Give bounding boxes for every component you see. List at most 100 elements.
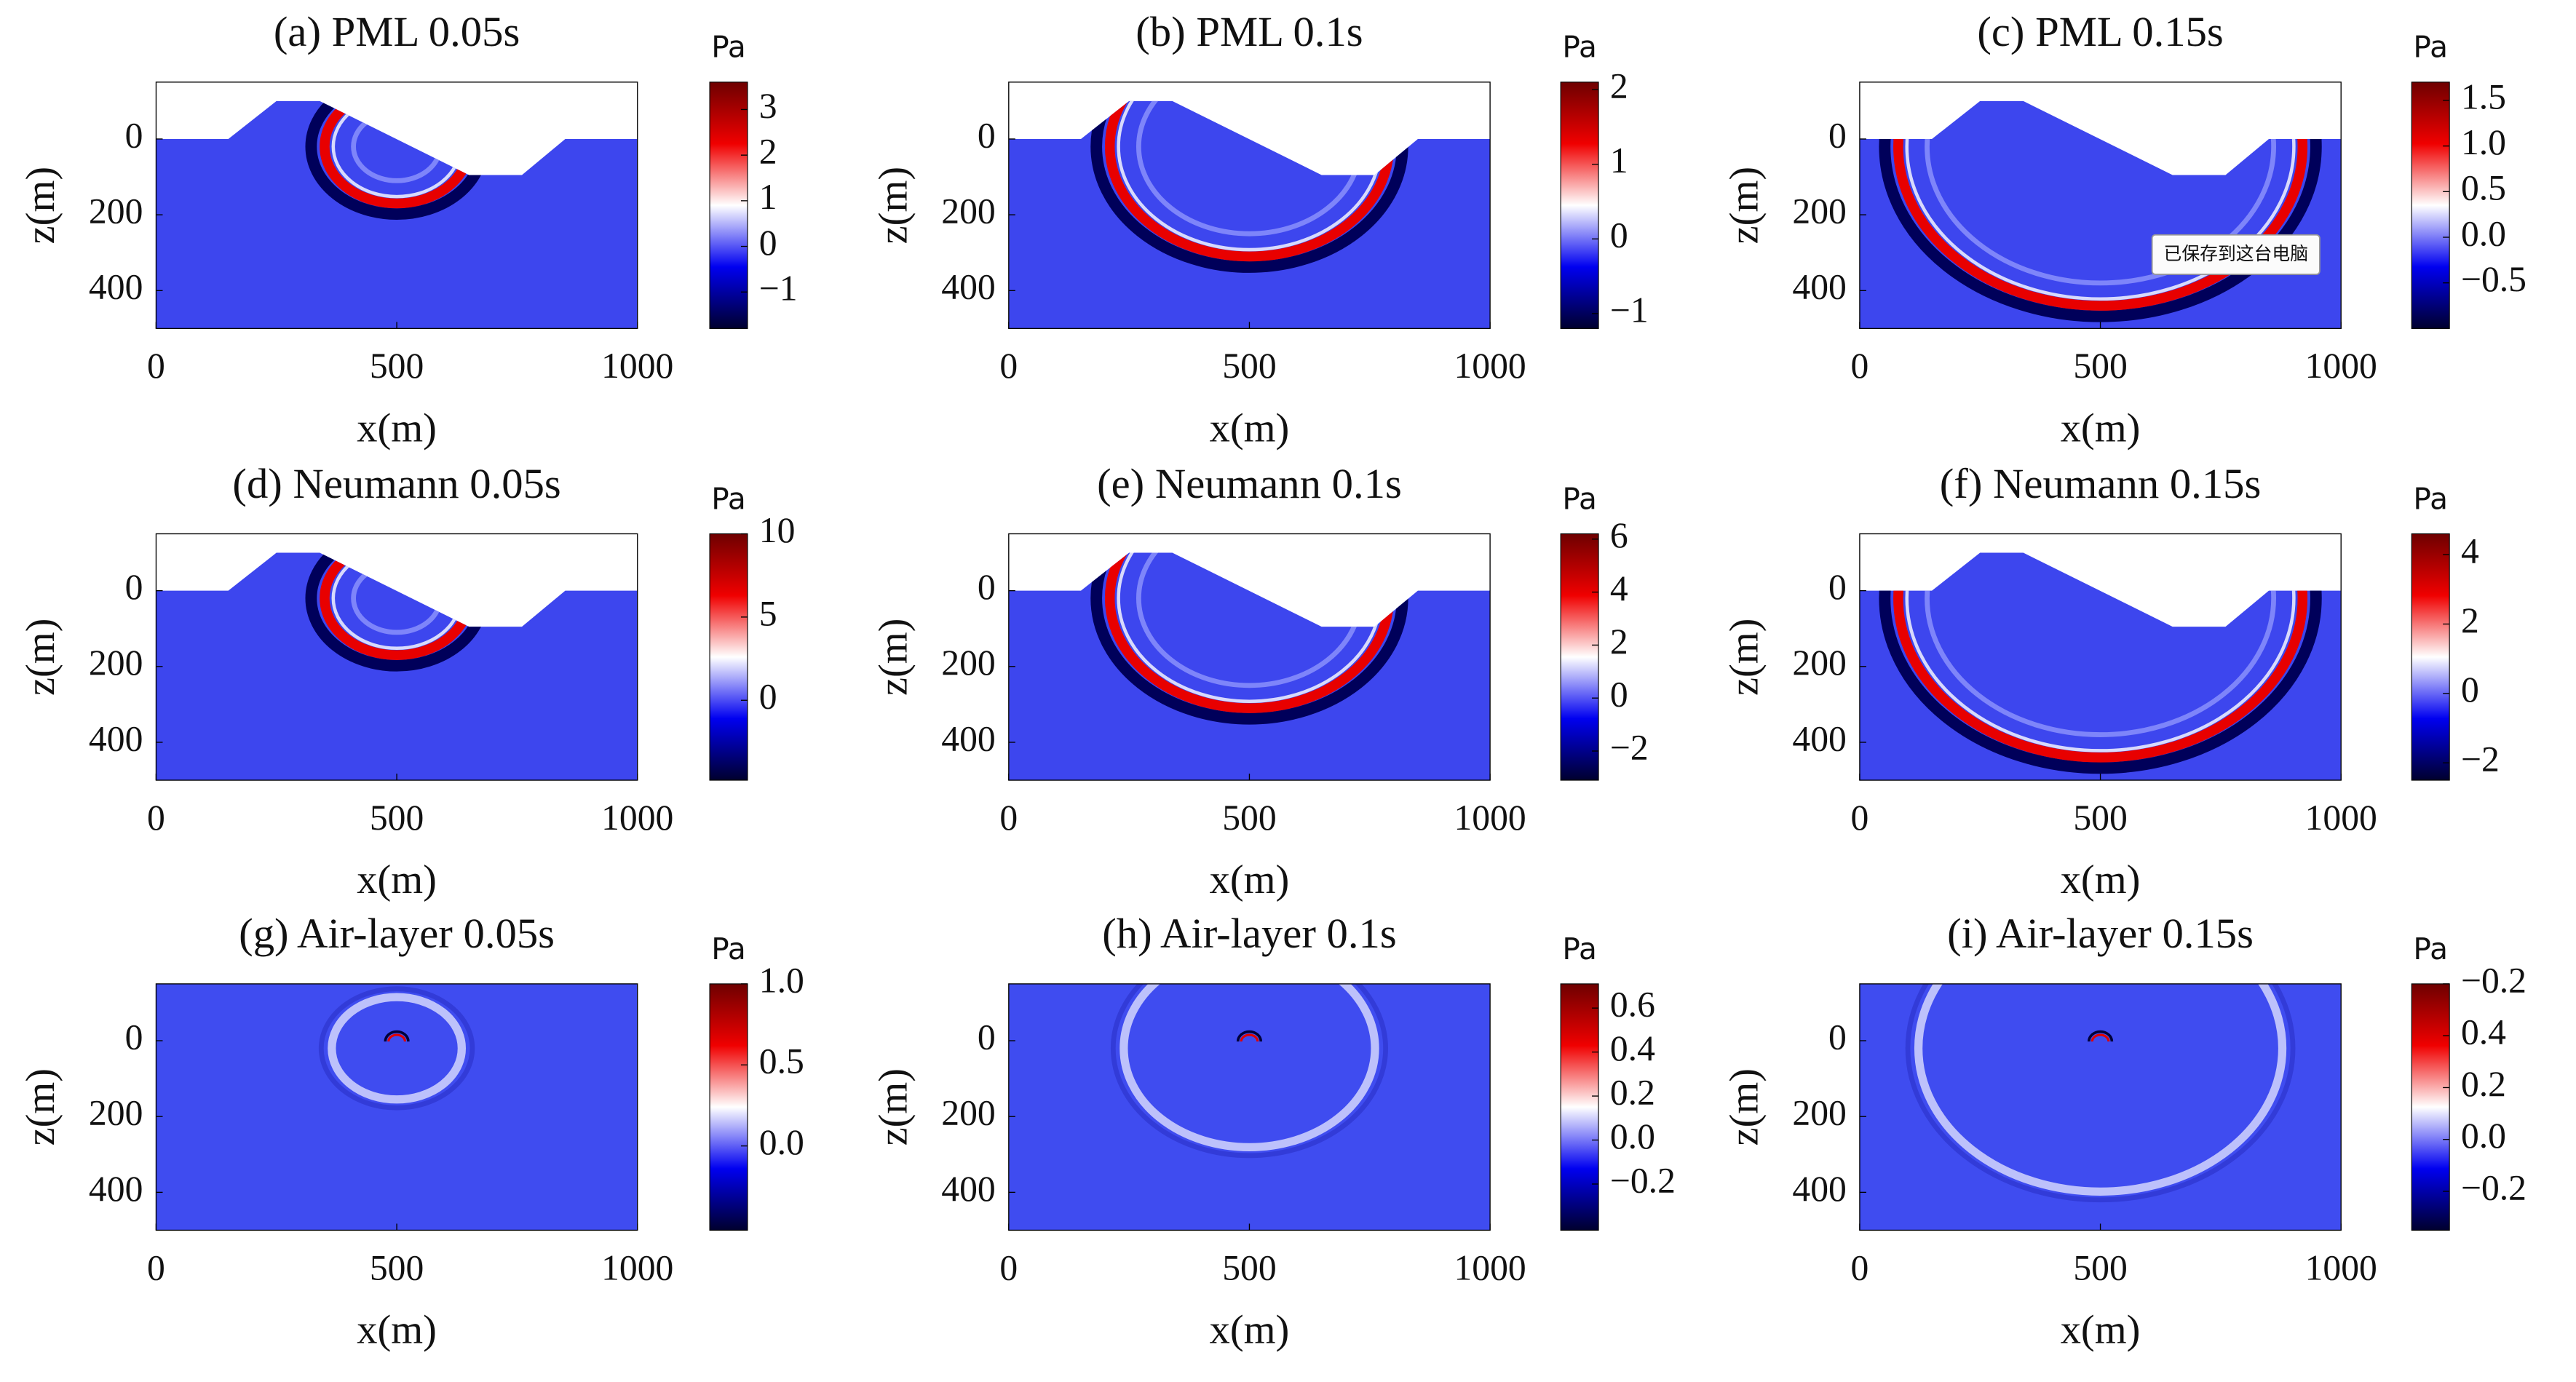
colorbar-tick-label: 0: [1610, 675, 1628, 715]
source-arc-dark: [384, 1030, 410, 1042]
panel: (b) PML 0.1s 0 500 1000 x(m) 0 200 400 z(m) Pa 2 1 0…: [871, 8, 1648, 450]
y-tick-label: 200: [1792, 191, 1846, 231]
colorbar-tick-label: −1: [1610, 290, 1649, 330]
x-tick-label: 500: [370, 798, 424, 838]
y-axis-label: z(m): [1721, 1068, 1767, 1145]
panel-title: (b) PML 0.1s: [1136, 8, 1363, 55]
y-axis-label: z(m): [18, 1068, 63, 1145]
x-tick-label: 500: [2073, 798, 2127, 838]
colorbar-tick-label: 0.5: [759, 1041, 804, 1081]
y-axis-label: z(m): [18, 167, 63, 244]
panel: (f) Neumann 0.15s 0 500 1000 x(m) 0 200 400 z(m)…: [1721, 460, 2499, 902]
colorbar-tick-label: −0.2: [1610, 1160, 1676, 1200]
x-axis-label: x(m): [2061, 406, 2141, 451]
source-arc-dark: [2087, 1030, 2114, 1042]
x-tick-label: 1000: [1454, 1247, 1526, 1287]
colorbar: [1560, 533, 1599, 781]
x-tick-label: 0: [147, 798, 165, 838]
colorbar-tick-label: −2: [1610, 727, 1649, 767]
x-tick-label: 1000: [601, 798, 673, 838]
colorbar-tick-label: 2: [1610, 65, 1628, 106]
panel-title: (g) Air-layer 0.05s: [239, 910, 555, 957]
colorbar: [2411, 983, 2450, 1231]
x-tick-label: 500: [1222, 798, 1276, 838]
y-tick-label: 400: [941, 1169, 995, 1209]
x-tick-label: 1000: [2305, 346, 2377, 386]
x-axis-label: x(m): [1210, 1308, 1290, 1353]
y-tick-label: 0: [978, 115, 996, 155]
colorbar-tick-label: 0: [2461, 670, 2479, 710]
y-tick-label: 0: [125, 115, 143, 155]
wavefront-edge: [1905, 100, 2296, 301]
colorbar-tick-label: −0.2: [2461, 960, 2527, 1000]
colorbar-label: Pa: [1562, 932, 1597, 966]
y-axis-label: z(m): [1721, 167, 1767, 244]
colorbar-tick-label: 1: [1610, 140, 1628, 180]
colorbar-tick-label: 0.5: [2461, 168, 2506, 208]
colorbar-tick-label: 0.2: [1610, 1072, 1655, 1112]
wavefront-inner: [1925, 100, 2277, 286]
colorbar-tick-label: 0: [1610, 215, 1628, 255]
x-tick-label: 0: [1851, 346, 1869, 386]
wavefront-faint-trough: [1110, 983, 1388, 1159]
panel-title: (d) Neumann 0.05s: [232, 460, 560, 507]
x-axis-label: x(m): [2061, 857, 2141, 902]
x-tick-label: 500: [2073, 346, 2127, 386]
ground-field: [1008, 100, 1491, 329]
colorbar-label: Pa: [1562, 481, 1597, 516]
x-tick-label: 500: [1222, 1247, 1276, 1287]
x-tick-label: 0: [1851, 1247, 1869, 1287]
colorbar-tick-label: 0: [759, 677, 777, 717]
x-tick-label: 0: [147, 346, 165, 386]
colorbar-label: Pa: [711, 932, 746, 966]
colorbar-tick-label: 2: [1610, 621, 1628, 662]
wavefront-faint: [1119, 983, 1379, 1152]
wavefront-faint: [328, 993, 467, 1104]
source-arc-dark: [1236, 1030, 1263, 1042]
wavefront-trough: [1879, 100, 2322, 322]
wavefront-faint: [1914, 983, 2287, 1196]
colorbar: [2411, 82, 2450, 329]
colorbar-tick-label: 3: [759, 86, 777, 126]
y-axis-label: z(m): [871, 619, 916, 696]
colorbar: [709, 533, 748, 781]
colorbar-tick-label: 0: [759, 223, 777, 263]
source-arc-red: [1240, 1033, 1259, 1042]
colorbar-label: Pa: [2413, 30, 2448, 65]
y-tick-label: 0: [1828, 567, 1847, 607]
y-tick-label: 200: [1792, 643, 1846, 683]
panel: (h) Air-layer 0.1s 0 500 1000 x(m) 0 200 400 z(m…: [871, 910, 1676, 1352]
y-tick-label: 0: [978, 1017, 996, 1057]
colorbar-tick-label: 0.4: [1610, 1028, 1655, 1068]
y-axis-label: z(m): [1721, 619, 1767, 696]
colorbar-tick-label: 0.2: [2461, 1064, 2506, 1104]
y-tick-label: 400: [1792, 718, 1846, 758]
x-axis-label: x(m): [1210, 857, 1290, 902]
colorbar-tick-label: −0.2: [2461, 1167, 2527, 1207]
colorbar-tick-label: 1.0: [759, 960, 804, 1000]
panel-title: (h) Air-layer 0.1s: [1102, 910, 1397, 957]
panel: (g) Air-layer 0.05s 0 500 1000 x(m) 0 200 400 z(…: [18, 910, 804, 1352]
x-tick-label: 0: [999, 1247, 1018, 1287]
x-tick-label: 0: [999, 346, 1018, 386]
colorbar: [709, 983, 748, 1231]
y-tick-label: 200: [941, 191, 995, 231]
wavefront-trough: [1879, 552, 2322, 774]
colorbar: [1560, 82, 1599, 329]
colorbar-tick-label: 4: [1610, 568, 1628, 608]
ground-field: [1008, 983, 1491, 1231]
panel-title: (c) PML 0.15s: [1977, 8, 2223, 55]
source-arc-red: [387, 1033, 406, 1042]
panel-title: (i) Air-layer 0.15s: [1947, 910, 2254, 957]
colorbar-tick-label: 2: [2461, 600, 2479, 640]
colorbar-tick-label: 10: [759, 510, 796, 550]
colorbar-tick-label: 1.5: [2461, 76, 2506, 116]
x-tick-label: 500: [370, 346, 424, 386]
panel-title: (a) PML 0.05s: [274, 8, 520, 55]
y-tick-label: 0: [1828, 115, 1847, 155]
wavefield: [318, 986, 475, 1111]
wavefield: [1110, 983, 1388, 1159]
wavefront-faint-trough: [1905, 983, 2296, 1203]
